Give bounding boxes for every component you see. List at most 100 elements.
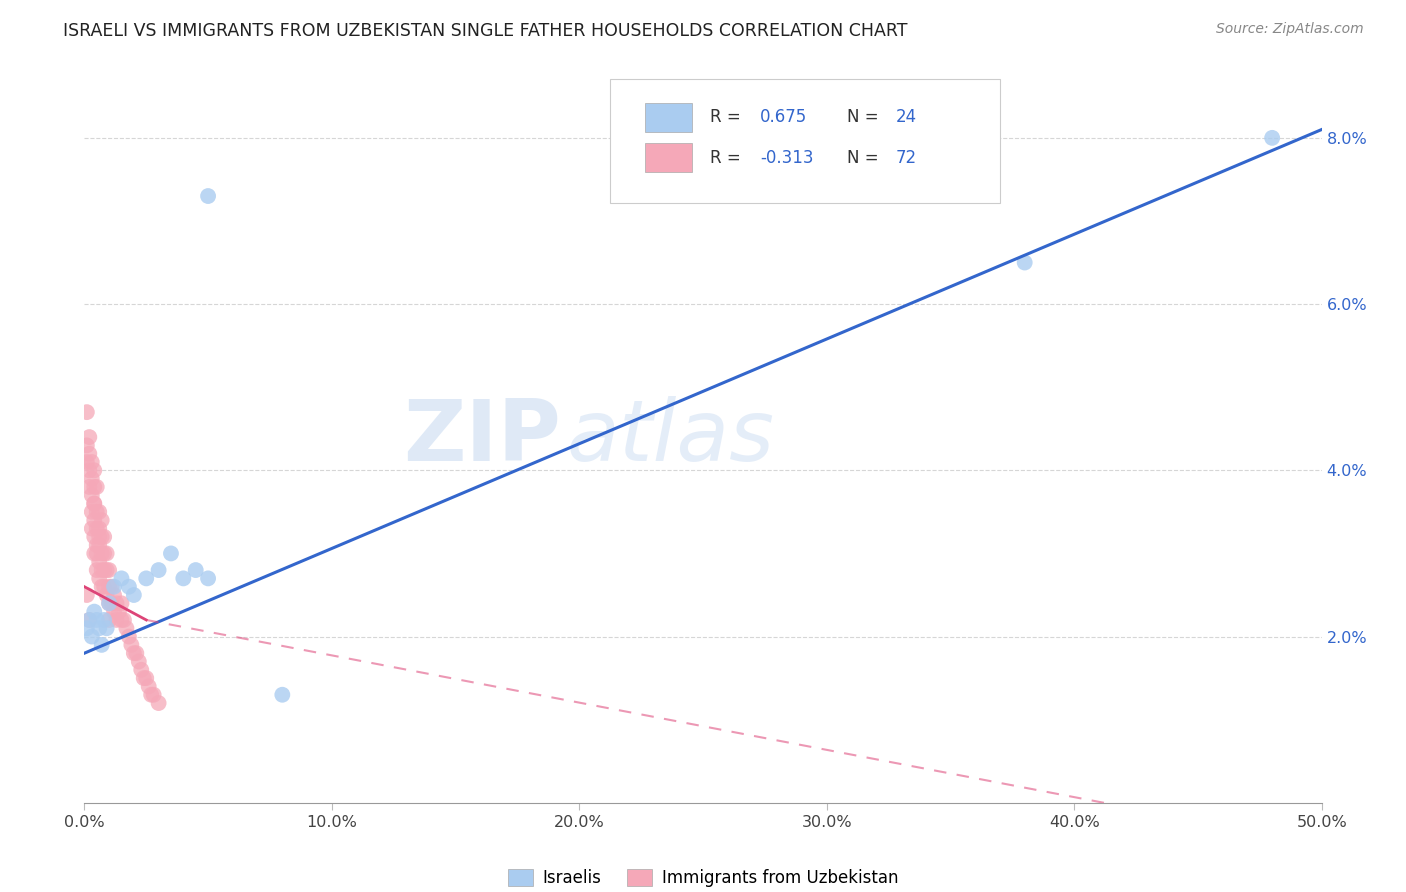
Point	[89, 621, 111, 635]
Point	[135, 571, 157, 585]
Point	[93, 580, 115, 594]
Point	[103, 605, 125, 619]
Text: N =: N =	[846, 109, 883, 127]
Point	[1014, 255, 1036, 269]
Point	[96, 621, 118, 635]
Point	[83, 497, 105, 511]
Text: atlas: atlas	[567, 395, 775, 479]
Point	[160, 546, 183, 560]
Point	[115, 621, 138, 635]
Point	[118, 630, 141, 644]
Point	[89, 505, 111, 519]
Point	[79, 480, 101, 494]
Point	[172, 571, 194, 585]
Point	[80, 488, 103, 502]
Point	[129, 663, 152, 677]
Point	[103, 580, 125, 594]
Point	[83, 513, 105, 527]
Point	[98, 613, 121, 627]
Point	[90, 638, 112, 652]
Point	[105, 596, 128, 610]
Text: -0.313: -0.313	[759, 149, 814, 167]
FancyBboxPatch shape	[610, 78, 1000, 203]
Point	[120, 638, 142, 652]
Point	[80, 472, 103, 486]
Point	[86, 563, 108, 577]
Point	[76, 588, 98, 602]
Point	[110, 596, 132, 610]
Point	[90, 546, 112, 560]
Point	[80, 521, 103, 535]
Point	[83, 480, 105, 494]
Point	[76, 455, 98, 469]
Point	[86, 613, 108, 627]
Point	[112, 613, 135, 627]
Point	[79, 463, 101, 477]
Point	[141, 688, 163, 702]
Point	[83, 530, 105, 544]
Point	[148, 563, 170, 577]
Point	[83, 497, 105, 511]
Point	[93, 546, 115, 560]
Point	[89, 521, 111, 535]
Point	[79, 613, 101, 627]
Point	[108, 605, 131, 619]
FancyBboxPatch shape	[645, 143, 692, 172]
Point	[132, 671, 155, 685]
Point	[90, 580, 112, 594]
Point	[86, 480, 108, 494]
Point	[86, 538, 108, 552]
Point	[148, 696, 170, 710]
Point	[89, 555, 111, 569]
Point	[79, 430, 101, 444]
Point	[90, 530, 112, 544]
Point	[89, 530, 111, 544]
FancyBboxPatch shape	[645, 103, 692, 132]
Point	[76, 405, 98, 419]
Point	[83, 546, 105, 560]
Point	[197, 189, 219, 203]
Point	[100, 580, 122, 594]
Point	[122, 646, 145, 660]
Point	[83, 463, 105, 477]
Point	[98, 596, 121, 610]
Text: 24: 24	[896, 109, 917, 127]
Text: R =: R =	[710, 109, 747, 127]
Point	[76, 438, 98, 452]
Point	[100, 596, 122, 610]
Point	[105, 613, 128, 627]
Point	[93, 563, 115, 577]
Point	[1261, 131, 1284, 145]
Point	[96, 588, 118, 602]
Point	[96, 546, 118, 560]
Point	[110, 571, 132, 585]
Point	[86, 546, 108, 560]
Point	[93, 530, 115, 544]
Point	[96, 563, 118, 577]
Point	[103, 588, 125, 602]
Text: ISRAELI VS IMMIGRANTS FROM UZBEKISTAN SINGLE FATHER HOUSEHOLDS CORRELATION CHART: ISRAELI VS IMMIGRANTS FROM UZBEKISTAN SI…	[63, 22, 908, 40]
Legend: Israelis, Immigrants from Uzbekistan: Israelis, Immigrants from Uzbekistan	[501, 863, 905, 892]
Point	[79, 447, 101, 461]
Point	[135, 671, 157, 685]
Point	[98, 563, 121, 577]
Point	[197, 571, 219, 585]
Text: Source: ZipAtlas.com: Source: ZipAtlas.com	[1216, 22, 1364, 37]
Point	[184, 563, 207, 577]
Point	[125, 646, 148, 660]
Point	[98, 596, 121, 610]
Point	[142, 688, 165, 702]
Point	[89, 571, 111, 585]
Point	[90, 563, 112, 577]
Point	[80, 455, 103, 469]
Point	[86, 505, 108, 519]
Text: 0.675: 0.675	[759, 109, 807, 127]
Point	[118, 580, 141, 594]
Point	[122, 588, 145, 602]
Point	[80, 505, 103, 519]
Text: 72: 72	[896, 149, 917, 167]
Point	[83, 605, 105, 619]
Point	[86, 521, 108, 535]
Point	[138, 680, 160, 694]
Point	[76, 621, 98, 635]
